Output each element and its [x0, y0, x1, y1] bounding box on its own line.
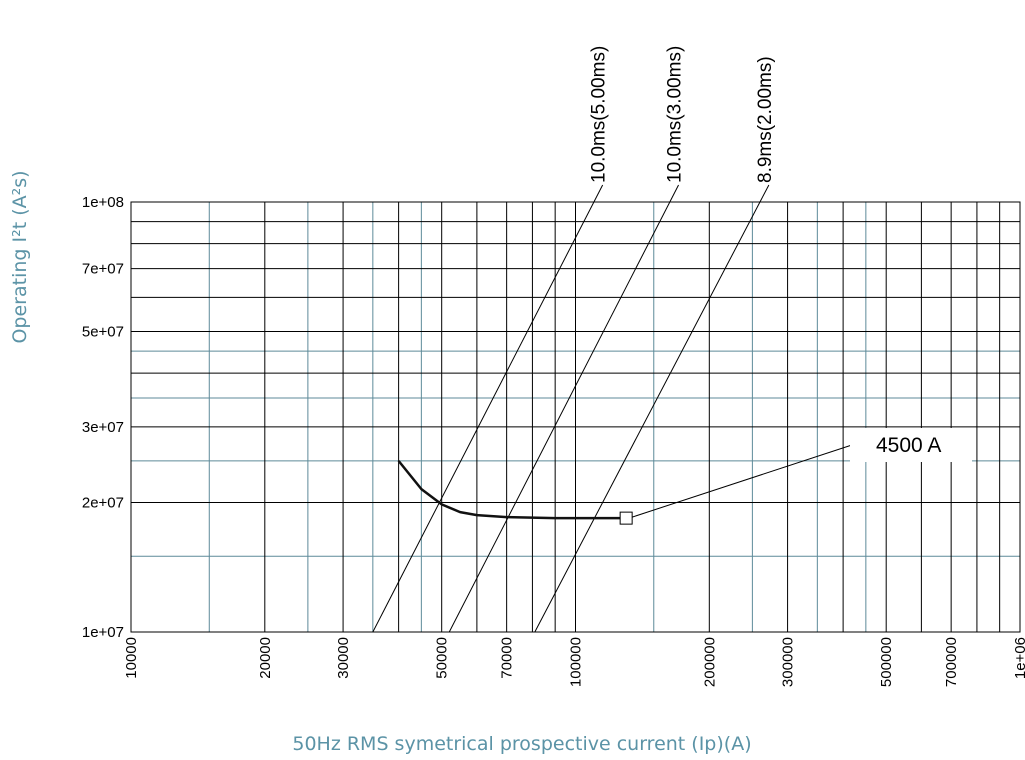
annotation-group: 4500 A — [631, 428, 972, 518]
x-tick-labels: 10000 20000 30000 50000 70000 100000 200000 300… — [123, 637, 1025, 687]
y-tick-label: 7e+07 — [82, 261, 124, 278]
x-tick-label: 500000 — [878, 637, 895, 687]
y-tick-label: 1e+07 — [82, 624, 124, 641]
reference-line-1 — [372, 202, 595, 632]
series-line-1 — [397, 460, 627, 520]
x-tick-label: 20000 — [257, 637, 274, 679]
x-tick-label: 10000 — [123, 637, 140, 679]
y-axis-title: Operating I²t (A²s) — [9, 170, 31, 343]
reference-line-labels: 10.0ms(5.00ms) 10.0ms(3.00ms) 8.9ms(2.00ms… — [589, 46, 776, 203]
series-group — [397, 460, 633, 525]
x-tick-label: 1e+06 — [1012, 637, 1025, 679]
reference-line-extension-1 — [593, 184, 604, 203]
end-marker — [619, 511, 633, 525]
reference-line-2 — [448, 202, 671, 632]
y-tick-label: 1e+08 — [82, 194, 124, 211]
reference-lines — [372, 202, 761, 632]
annotation-label: 4500 A — [876, 434, 941, 457]
plot-border — [130, 201, 1021, 633]
reference-line-label-3: 8.9ms(2.00ms) — [755, 56, 776, 183]
y-tick-label: 5e+07 — [82, 323, 124, 340]
y-tick-label: 2e+07 — [82, 495, 124, 512]
annotation-box — [850, 428, 972, 462]
x-tick-label: 30000 — [335, 637, 352, 679]
reference-line-extension-3 — [759, 184, 770, 203]
x-axis-title: 50Hz RMS symetrical prospective current … — [292, 733, 751, 755]
x-tick-label: 70000 — [499, 637, 516, 679]
annotation-leader-line — [631, 442, 859, 518]
major-grid — [130, 201, 1021, 633]
y-tick-label: 3e+07 — [82, 419, 124, 436]
reference-line-label-1: 10.0ms(5.00ms) — [589, 46, 610, 183]
reference-line-extension-2 — [669, 184, 679, 203]
y-tick-labels: 1e+07 2e+07 3e+07 5e+07 7e+07 1e+08 — [82, 194, 124, 641]
reference-line-3 — [534, 202, 761, 632]
reference-line-label-2: 10.0ms(3.00ms) — [665, 46, 686, 183]
x-tick-label: 700000 — [943, 637, 960, 687]
x-tick-label: 300000 — [780, 637, 797, 687]
x-tick-label: 100000 — [568, 637, 585, 687]
x-tick-label: 200000 — [701, 637, 718, 687]
x-tick-label: 50000 — [434, 637, 451, 679]
